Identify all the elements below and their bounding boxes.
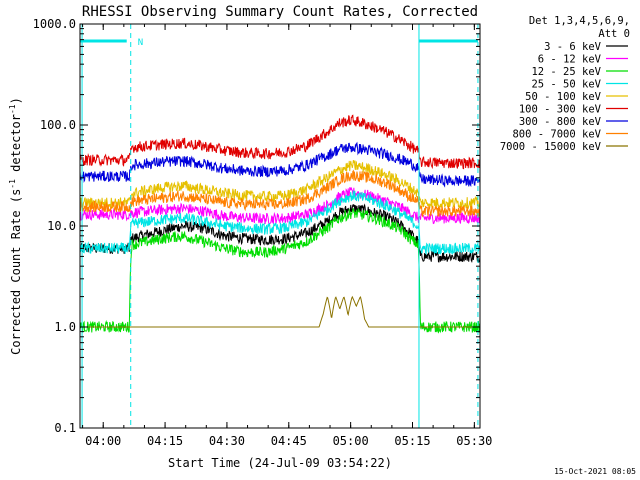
series-8-group	[80, 295, 480, 328]
x-tick-label-1: 04:15	[147, 434, 183, 448]
legend-label-3: 25 - 50 keV	[531, 79, 601, 91]
y-axis-label-end: )	[9, 97, 23, 104]
series-4-line	[79, 160, 481, 210]
legend-label-4: 50 - 100 keV	[525, 91, 602, 103]
series-5-group	[79, 114, 481, 170]
legend-label-8: 7000 - 15000 keV	[500, 141, 602, 153]
legend-label-7: 800 - 7000 keV	[512, 129, 601, 141]
x-tick-label-3: 04:45	[271, 434, 307, 448]
series-7-group	[79, 169, 481, 218]
y-axis-label-sup2: -1	[8, 104, 17, 114]
x-tick-label-0: 04:00	[85, 434, 121, 448]
legend-header-line1: Det 1,3,4,5,6,9,	[529, 15, 630, 27]
legend-label-6: 300 - 800 keV	[519, 116, 602, 128]
legend-label-5: 100 - 300 keV	[519, 104, 602, 116]
series-2-line	[79, 208, 481, 334]
series-0-line	[79, 203, 481, 263]
series-5-line	[79, 114, 481, 170]
y-tick-label-0: 0.1	[54, 421, 76, 435]
x-tick-label-5: 05:15	[394, 434, 430, 448]
legend-header-line2: Att 0	[598, 28, 630, 40]
series-0-group	[79, 203, 481, 263]
y-tick-label-4: 1000.0	[33, 17, 76, 31]
series-8-line	[80, 295, 480, 328]
x-tick-label-4: 05:00	[333, 434, 369, 448]
legend-label-1: 6 - 12 keV	[538, 54, 602, 66]
x-axis-label: Start Time (24-Jul-09 03:54:22)	[168, 456, 392, 470]
series-3-line	[79, 190, 481, 256]
tick-layer: 04:00 04:15 04:30 04:45 05:00 05:15 05:30 0.1 1.…	[33, 17, 493, 448]
flag-annotation: N	[138, 38, 143, 48]
series-2-group	[79, 208, 481, 334]
y-axis-label-sup1: -1	[8, 179, 17, 189]
y-axis-label-main: Corrected Count Rate (s	[9, 189, 23, 355]
series-6-group	[79, 141, 481, 188]
series-3-group	[79, 190, 481, 256]
x-tick-label-6: 05:30	[456, 434, 492, 448]
y-tick-label-1: 1.0	[54, 320, 76, 334]
chart-title: RHESSI Observing Summary Count Rates, Co…	[82, 4, 478, 20]
y-tick-label-2: 10.0	[47, 219, 76, 233]
series-6-line	[79, 141, 481, 188]
y-axis-label: Corrected Count Rate (s-1 detector-1)	[8, 97, 23, 355]
series-7-line	[79, 169, 481, 218]
y-tick-label-3: 100.0	[40, 118, 76, 132]
legend-label-2: 12 - 25 keV	[531, 66, 601, 78]
generation-timestamp: 15-Oct-2021 08:05	[554, 467, 636, 476]
legend-label-0: 3 - 6 keV	[544, 41, 602, 53]
series-4-group	[79, 160, 481, 210]
series-layer	[79, 114, 481, 334]
y-axis-label-mid: detector	[9, 114, 23, 179]
x-tick-label-2: 04:30	[209, 434, 245, 448]
